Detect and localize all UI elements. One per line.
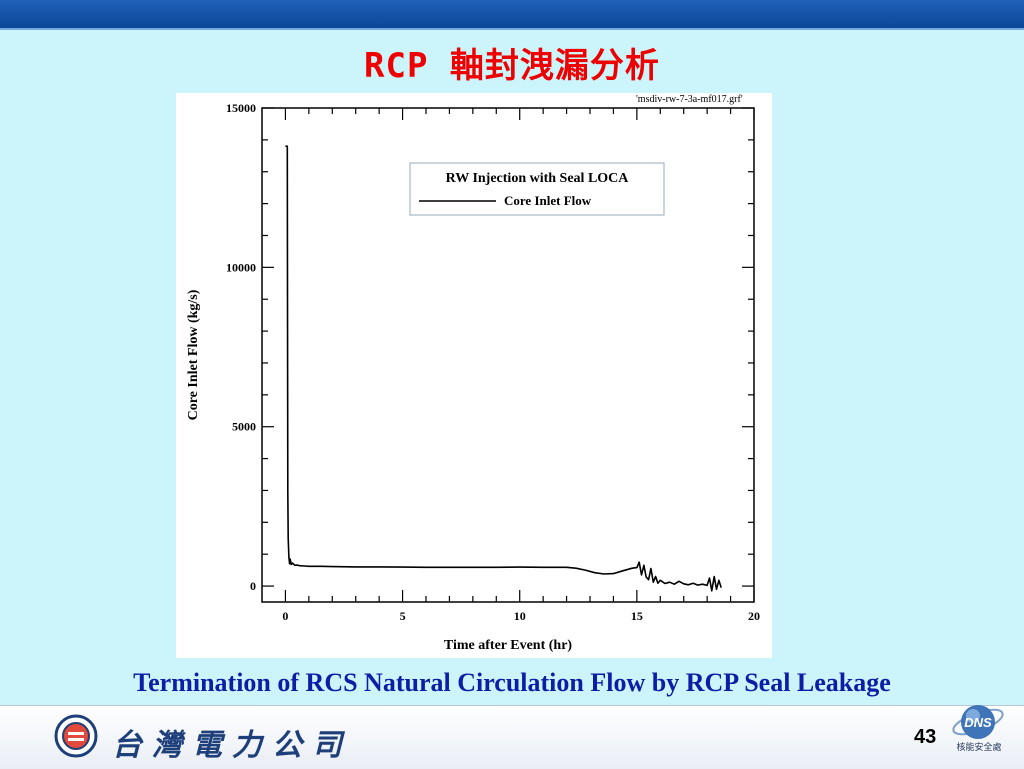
dns-globe-logo-icon: DNS (952, 705, 1004, 739)
x-tick-label: 5 (400, 609, 406, 623)
x-tick-label: 15 (631, 609, 643, 623)
y-tick-label: 0 (250, 579, 256, 593)
footer-bar (0, 705, 1024, 769)
chart-panel: 0 5 10 15 20 0 5000 10000 15000 Time after Event … (176, 93, 772, 658)
page-number: 43 (914, 726, 937, 748)
plot-frame (261, 107, 755, 603)
company-name: 台灣電力公司 (112, 728, 352, 763)
taipower-logo-icon (54, 714, 98, 758)
y-axis-label: Core Inlet Flow (kg/s) (186, 289, 201, 420)
x-axis-label: Time after Event (hr) (444, 638, 573, 653)
y-tick-label: 5000 (232, 420, 256, 434)
legend-entry: Core Inlet Flow (504, 193, 592, 208)
slide-caption: Termination of RCS Natural Circulation F… (133, 668, 891, 697)
legend-box (409, 162, 665, 216)
slide-title: RCP 軸封洩漏分析 (364, 46, 660, 86)
y-tick-label: 10000 (226, 260, 256, 274)
y-tick-label: 15000 (226, 101, 256, 115)
chart-file-label: 'msdiv-rw-7-3a-mf017.grf' (636, 94, 743, 105)
dns-badge-subtitle: 核能安全處 (956, 743, 1002, 753)
core-inlet-flow-chart: 0 5 10 15 20 0 5000 10000 15000 Time after Event … (186, 101, 760, 653)
dns-badge-label: DNS (964, 715, 992, 730)
series-line-core-inlet-flow (285, 145, 722, 592)
x-tick-label: 10 (514, 609, 526, 623)
x-tick-label: 20 (748, 609, 760, 623)
legend-title: RW Injection with Seal LOCA (446, 171, 630, 186)
x-tick-label: 0 (282, 609, 288, 623)
top-banner (0, 0, 1024, 30)
